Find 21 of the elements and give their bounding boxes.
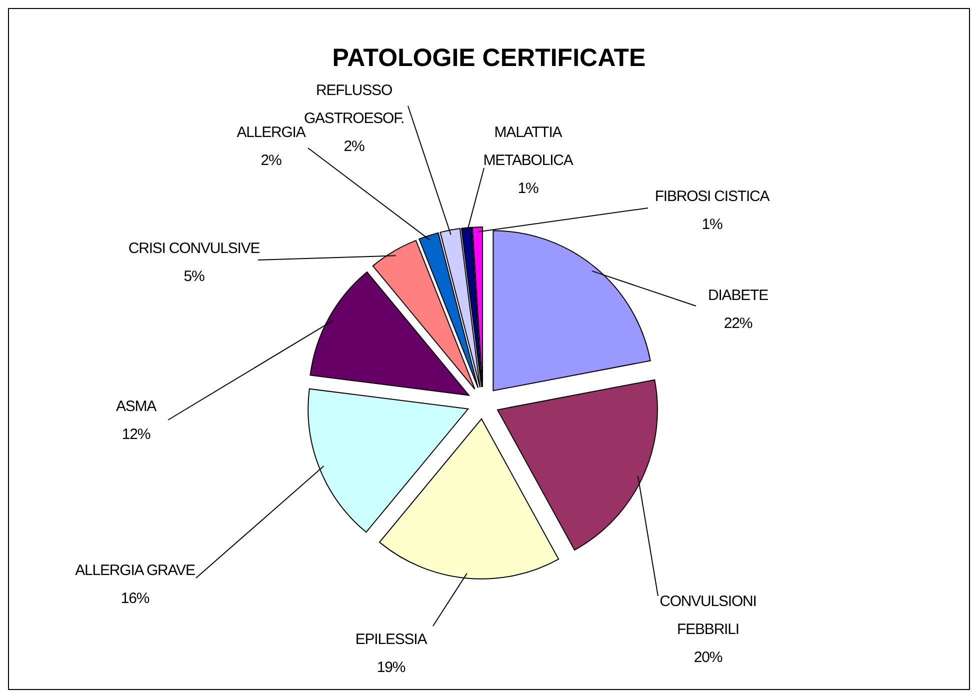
data-label: 16% [120,590,150,607]
data-label: 20% [694,649,722,666]
data-label: 22% [724,315,752,332]
slice-label: CONVULSIONI FEBBRILI [660,593,756,638]
data-label: 1% [518,180,538,197]
slice-label: REFLUSSO GASTROESOF. [304,82,404,127]
slice-label: EPILESSIA [355,631,428,648]
data-label: 19% [376,659,406,676]
data-label: 12% [122,426,150,443]
slice-label: ALLERGIA GRAVE [75,562,196,579]
data-label: 1% [702,216,722,233]
chart-title: PATOLOGIE CERTIFICATE [332,44,646,72]
slice-label: FIBROSI CISTICA [654,188,770,205]
slice-label: CRISI CONVULSIVE [128,240,260,257]
data-label: 2% [344,138,364,155]
slice-label: ASMA [116,398,157,415]
slice-label: ALLERGIA [236,124,306,141]
data-label: 5% [184,268,204,285]
slice-label: MALATTIA METABOLICA [483,124,574,169]
slice-label: DIABETE [708,287,769,304]
data-label: 2% [260,152,282,169]
